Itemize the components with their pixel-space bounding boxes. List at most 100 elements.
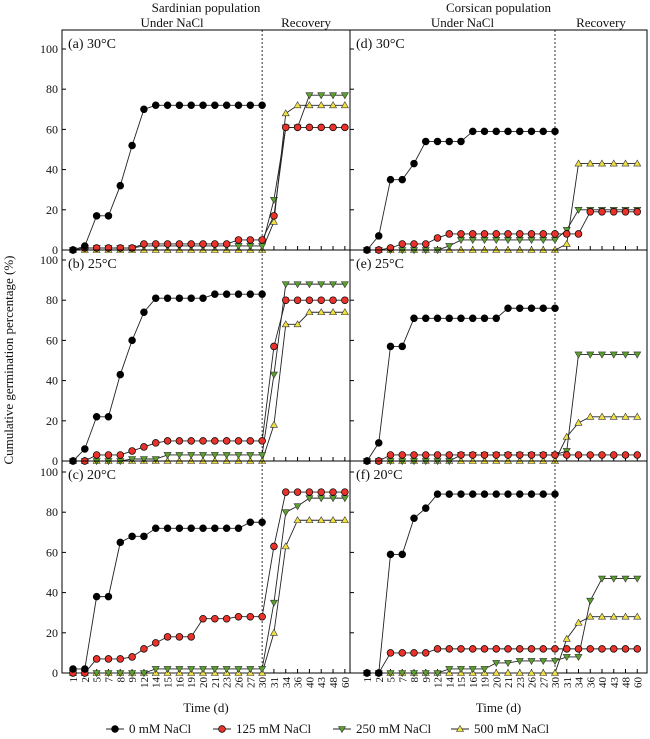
data-point <box>151 524 160 533</box>
data-point <box>633 645 641 653</box>
y-tick-label: 80 <box>46 505 58 519</box>
data-point <box>104 413 113 421</box>
data-point <box>92 670 101 678</box>
data-point <box>609 645 618 653</box>
x-tick-label: 16 <box>468 677 480 689</box>
y-tick-label: 40 <box>46 374 58 388</box>
x-tick-label: 20 <box>198 677 210 689</box>
data-point <box>574 618 583 626</box>
data-point <box>305 92 314 100</box>
data-point <box>163 240 172 248</box>
y-tick-label: 20 <box>46 203 58 217</box>
x-tick-label: 34 <box>281 677 293 689</box>
data-point <box>586 645 594 653</box>
data-point <box>480 490 489 498</box>
data-point <box>163 294 172 302</box>
data-point <box>305 495 314 503</box>
data-point <box>433 670 442 678</box>
data-point <box>163 524 172 533</box>
series-line-500-mm-nacl <box>367 416 638 462</box>
data-point <box>269 371 278 379</box>
data-point <box>363 669 371 677</box>
data-point <box>445 490 454 498</box>
data-point <box>340 495 349 503</box>
legend-marker <box>455 724 465 732</box>
data-point <box>433 137 442 146</box>
data-point <box>305 281 314 289</box>
data-point <box>386 451 395 459</box>
data-point <box>341 123 349 132</box>
data-point <box>539 490 547 498</box>
data-point <box>199 437 207 445</box>
data-point <box>633 612 642 620</box>
data-point <box>139 456 148 464</box>
x-tick-label: 19 <box>480 677 492 689</box>
x-tick-label: 2 <box>374 677 386 683</box>
data-point <box>128 653 136 661</box>
x-tick-label: 31 <box>269 677 281 688</box>
series-line-0-mm-nacl <box>73 521 263 670</box>
data-point <box>140 532 148 541</box>
data-point <box>503 237 513 245</box>
data-point <box>234 243 243 251</box>
data-point <box>621 451 630 459</box>
data-point <box>258 612 266 621</box>
data-point <box>456 666 466 674</box>
column-title: Sardinian population <box>152 0 261 15</box>
data-point <box>503 668 513 676</box>
x-axis-label: Time (d) <box>183 700 228 715</box>
y-tick-label: 0 <box>52 666 58 680</box>
x-tick-label: 23 <box>222 677 234 689</box>
x-tick-label: 5 <box>386 677 398 683</box>
data-point <box>293 503 302 511</box>
data-point <box>445 451 454 459</box>
data-point <box>515 304 524 312</box>
data-point <box>621 351 630 359</box>
data-point <box>539 658 548 666</box>
data-point <box>317 123 325 132</box>
data-point <box>340 101 349 109</box>
data-point <box>562 230 571 238</box>
data-point <box>433 451 442 459</box>
panel: 0 20 40 60 80 100 (b) 25°C <box>40 249 351 468</box>
data-point <box>104 670 113 678</box>
data-point <box>163 666 172 674</box>
series-line-125-mm-nacl <box>367 454 638 462</box>
data-point <box>175 452 184 460</box>
data-point <box>539 127 547 136</box>
data-point <box>317 516 326 524</box>
data-point <box>258 290 266 298</box>
data-point <box>199 614 207 623</box>
data-point <box>234 612 243 621</box>
data-point <box>329 92 338 100</box>
data-point <box>92 592 101 601</box>
data-point <box>116 655 125 663</box>
data-point <box>116 370 125 379</box>
data-point <box>222 524 231 533</box>
data-point <box>433 490 442 498</box>
data-point <box>504 645 512 653</box>
data-point <box>492 490 501 498</box>
legend-marker <box>111 725 119 733</box>
data-point <box>410 314 418 323</box>
data-point <box>398 175 407 184</box>
legend-marker <box>337 726 347 734</box>
data-point <box>175 294 184 302</box>
legend-label: 250 mM NaCl <box>356 721 432 736</box>
data-point <box>187 524 195 533</box>
data-point <box>457 137 465 146</box>
data-point <box>574 159 583 167</box>
data-point <box>234 452 243 460</box>
x-tick-label: 26 <box>233 677 245 689</box>
x-tick-label: 36 <box>293 677 305 689</box>
data-point <box>116 670 125 678</box>
data-point <box>598 208 606 216</box>
panel: 1 2 5 7 8 9 12 14 15 16 19 20 21 23 26 27 30 31 34 36 40 43 48… <box>349 460 648 689</box>
data-point <box>151 294 160 302</box>
data-point <box>586 597 595 605</box>
panel-frame <box>349 29 648 251</box>
data-point <box>375 439 383 447</box>
data-point <box>187 452 196 460</box>
x-tick-label: 36 <box>585 677 597 689</box>
